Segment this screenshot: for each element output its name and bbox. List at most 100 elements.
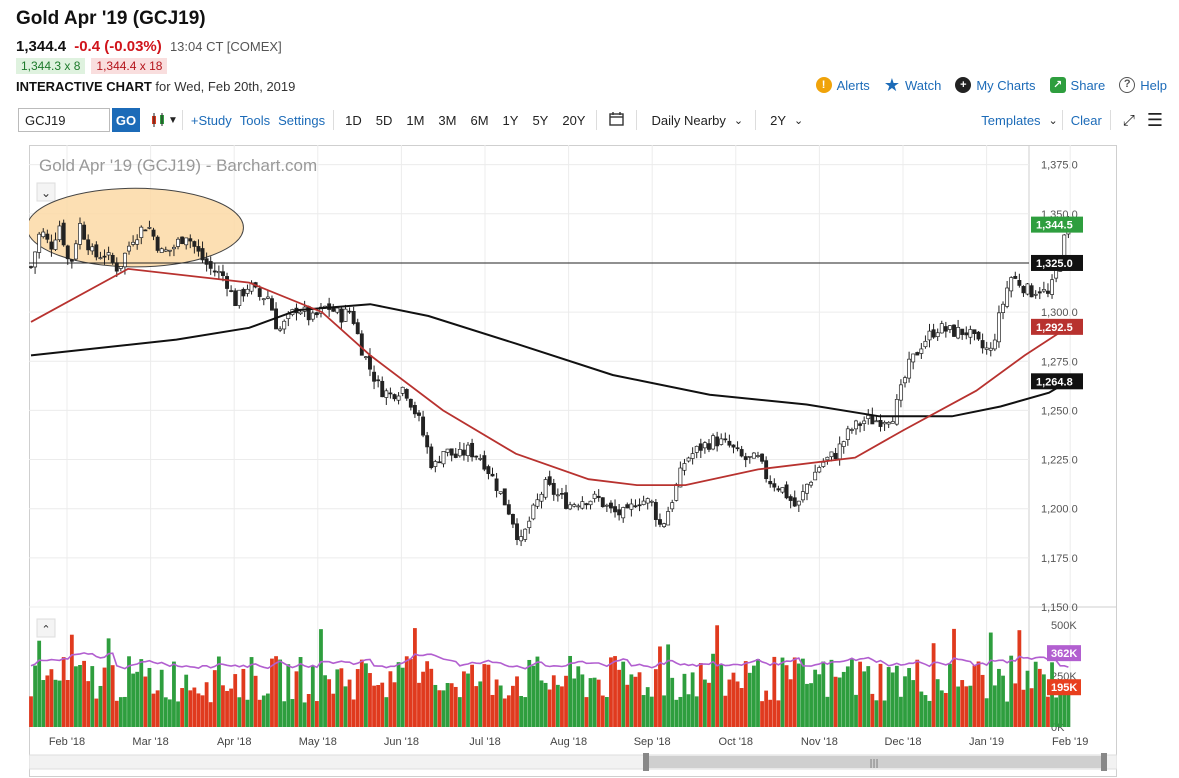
volume-bar — [829, 659, 834, 727]
calendar-icon[interactable] — [609, 111, 625, 129]
volume-bar — [131, 673, 136, 727]
range-20y[interactable]: 20Y — [562, 112, 586, 128]
range-5y[interactable]: 5Y — [532, 112, 549, 128]
settings-button[interactable]: Settings — [278, 112, 326, 128]
volume-bar — [964, 686, 969, 727]
candle-body — [310, 312, 315, 320]
volume-bar — [972, 665, 977, 727]
candle-body — [862, 420, 867, 424]
chevron-down-icon: ⌄ — [41, 186, 51, 200]
volume-bar — [147, 667, 152, 727]
volume-bar — [445, 682, 450, 727]
templates-dropdown[interactable]: Templates ⌄ — [981, 113, 1057, 128]
candle-body — [690, 453, 695, 459]
volume-bar — [919, 691, 924, 727]
menu-icon[interactable]: ☰ — [1146, 109, 1163, 130]
expand-icon[interactable]: ⤢ — [1122, 111, 1135, 129]
volume-bar — [106, 638, 111, 727]
period-dropdown[interactable]: 2Y ⌄ — [770, 113, 803, 128]
price-chart[interactable]: 1,375.01,350.01,325.01,300.01,275.01,250… — [29, 145, 1117, 777]
volume-bar — [564, 675, 568, 727]
volume-bar — [1005, 701, 1010, 727]
y-tick-label: 1,300.0 — [1041, 307, 1078, 319]
volume-bar — [609, 657, 613, 727]
alerts-link[interactable]: ! Alerts — [815, 77, 870, 93]
volume-bar — [613, 656, 617, 727]
volume-bar — [551, 675, 556, 727]
volume-bar — [233, 674, 238, 727]
volume-bar — [702, 679, 707, 727]
candle-body — [837, 443, 842, 460]
volume-bar — [894, 665, 899, 727]
volume-bar — [511, 685, 515, 727]
candle-body — [907, 358, 912, 379]
candle-body — [727, 440, 732, 446]
chart-title: Gold Apr '19 (GCJ19) - Barchart.com — [39, 156, 317, 175]
x-tick-label: May '18 — [299, 736, 337, 748]
star-icon: ★ — [883, 75, 900, 95]
volume-bar — [658, 646, 662, 727]
candle-body — [94, 244, 99, 258]
candle-body — [653, 502, 658, 520]
share-link[interactable]: ↗ Share — [1049, 77, 1105, 93]
volume-bar — [327, 679, 332, 727]
candle-body — [1025, 283, 1030, 295]
volume-bar — [192, 687, 197, 727]
candle-body — [347, 310, 352, 313]
range-1m[interactable]: 1M — [406, 112, 425, 128]
candle-body — [572, 504, 577, 507]
volume-bar — [302, 702, 307, 727]
candle-body — [118, 266, 123, 269]
volume-bar — [784, 665, 789, 727]
candle-body — [421, 416, 426, 436]
volume-bar — [727, 679, 732, 727]
candle-body — [110, 254, 115, 263]
range-1y[interactable]: 1Y — [502, 112, 519, 128]
candle-body — [805, 483, 809, 494]
candle-body — [184, 237, 189, 246]
volume-bar — [576, 666, 581, 727]
tools-button[interactable]: Tools — [239, 112, 271, 128]
my-charts-link[interactable]: + My Charts — [955, 77, 1036, 93]
volume-bar — [408, 658, 413, 727]
action-links: ! Alerts ★ Watch + My Charts ↗ Share ? H… — [815, 75, 1167, 95]
volume-bar — [568, 655, 573, 727]
volume-bar — [821, 661, 826, 727]
volume-bar — [421, 671, 425, 727]
candle-body — [923, 340, 928, 348]
scrollbar-left-handle — [643, 753, 649, 771]
watch-link[interactable]: ★ Watch — [883, 75, 942, 95]
volume-bar — [110, 665, 115, 727]
candle-body — [1046, 290, 1050, 294]
help-link[interactable]: ? Help — [1119, 77, 1167, 93]
volume-bar — [927, 700, 932, 727]
candle-body — [229, 290, 234, 292]
symbol-input[interactable] — [18, 108, 110, 132]
help-label: Help — [1140, 77, 1167, 93]
range-5d[interactable]: 5D — [375, 112, 393, 128]
range-1d[interactable]: 1D — [345, 112, 362, 128]
candle-body — [894, 399, 899, 425]
clear-button[interactable]: Clear — [1070, 112, 1102, 128]
volume-bar — [470, 664, 474, 727]
study-button[interactable]: +Study — [190, 112, 232, 128]
volume-bar — [662, 695, 666, 727]
quote-time: 13:04 CT [COMEX] — [169, 39, 282, 54]
volume-bar — [335, 669, 340, 727]
candle-body — [719, 438, 724, 445]
candle-body — [743, 456, 748, 461]
aggregation-dropdown[interactable]: Daily Nearby ⌄ — [651, 113, 743, 128]
go-button[interactable]: GO — [112, 108, 140, 132]
candle-body — [788, 496, 793, 501]
candle-body — [792, 497, 797, 507]
range-6m[interactable]: 6M — [470, 112, 489, 128]
volume-bar — [151, 693, 156, 727]
volume-bar — [1041, 674, 1046, 727]
candle-body — [241, 288, 246, 297]
candle-body — [952, 324, 956, 337]
candle-type-icon[interactable]: ▼ — [150, 113, 178, 127]
candle-body — [956, 327, 961, 339]
candle-body — [943, 326, 948, 332]
range-3m[interactable]: 3M — [438, 112, 457, 128]
volume-bar — [886, 667, 891, 727]
